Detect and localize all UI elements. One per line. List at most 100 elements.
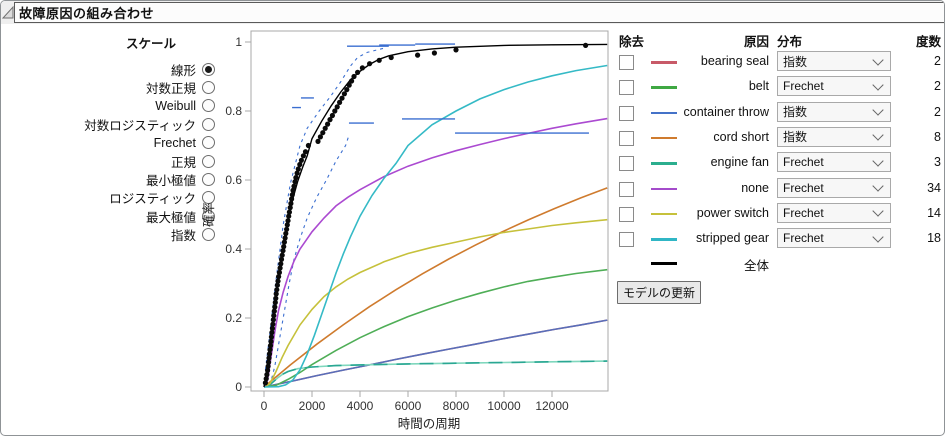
- data-point: [294, 170, 300, 176]
- remove-checkbox[interactable]: [619, 105, 634, 121]
- radio-icon[interactable]: [202, 191, 215, 205]
- data-point: [346, 82, 352, 88]
- scale-option-label: Weibull: [155, 98, 196, 113]
- data-point: [265, 367, 271, 373]
- data-point: [293, 175, 299, 181]
- scale-option-6[interactable]: 正規: [29, 152, 215, 170]
- scale-option-2[interactable]: 対数正規: [29, 78, 215, 96]
- scale-option-label: 対数ロジスティック: [84, 118, 196, 133]
- data-point: [305, 142, 311, 149]
- distribution-dropdown[interactable]: Frechet: [777, 228, 891, 249]
- cause-label: belt: [748, 79, 769, 94]
- scale-option-8[interactable]: ロジスティック: [29, 189, 215, 207]
- scale-option-1[interactable]: 線形: [29, 60, 215, 78]
- scale-option-9[interactable]: 最大極値: [29, 207, 215, 225]
- distribution-selected-value: Frechet: [783, 180, 824, 195]
- overall-row: 全体: [613, 254, 943, 279]
- radio-icon[interactable]: [202, 62, 215, 76]
- cause-label: none: [741, 180, 769, 195]
- scale-option-7[interactable]: 最小極値: [29, 170, 215, 188]
- data-point: [271, 313, 277, 319]
- remove-checkbox[interactable]: [619, 156, 634, 172]
- chevron-down-icon: [872, 155, 884, 167]
- distribution-dropdown[interactable]: 指数: [777, 101, 891, 122]
- probability-plot[interactable]: 0 0.2 0.4 0.6 0.8 1 0 2000 4000 6000 8000 10000 1200…: [201, 27, 631, 433]
- update-model-button[interactable]: モデルの更新: [617, 281, 702, 304]
- radio-icon[interactable]: [202, 99, 215, 113]
- count-value: 14: [927, 205, 941, 220]
- radio-icon[interactable]: [202, 209, 215, 223]
- radio-icon[interactable]: [202, 136, 215, 150]
- data-point: [263, 376, 269, 382]
- page-title: 故障原因の組み合わせ: [19, 6, 155, 21]
- distribution-dropdown[interactable]: 指数: [777, 51, 891, 71]
- data-point: [274, 282, 280, 288]
- cause-row-7: power switch Frechet 14: [613, 202, 943, 227]
- chevron-down-icon: [872, 230, 884, 243]
- distribution-selected-value: Frechet: [783, 205, 824, 220]
- radio-icon[interactable]: [202, 117, 215, 131]
- cause-row-5: engine fan Frechet 3: [613, 151, 943, 176]
- chevron-down-icon: [872, 180, 884, 192]
- data-point: [367, 61, 373, 67]
- data-point: [315, 138, 321, 144]
- x-tick-label: 6000: [395, 399, 422, 413]
- data-point: [431, 50, 437, 56]
- x-tick-label: 12000: [535, 399, 569, 413]
- cause-label: cord short: [713, 129, 769, 144]
- col-header-cause: 原因: [743, 35, 769, 49]
- distribution-selected-value: Frechet: [783, 231, 824, 246]
- remove-checkbox[interactable]: [619, 181, 634, 197]
- remove-checkbox[interactable]: [619, 130, 634, 146]
- distribution-selected-value: Frechet: [783, 79, 824, 94]
- data-point: [277, 265, 283, 271]
- data-point: [279, 252, 285, 258]
- remove-checkbox[interactable]: [619, 55, 634, 70]
- data-point: [272, 299, 278, 306]
- distribution-dropdown[interactable]: Frechet: [777, 177, 891, 198]
- data-point: [284, 226, 290, 232]
- data-point: [322, 125, 328, 131]
- cause-label: power switch: [696, 205, 769, 220]
- data-point: [290, 187, 296, 193]
- radio-icon[interactable]: [202, 81, 215, 95]
- distribution-dropdown[interactable]: 指数: [777, 126, 891, 147]
- data-point: [320, 130, 326, 136]
- distribution-dropdown[interactable]: Frechet: [777, 152, 891, 173]
- plot-area[interactable]: [262, 42, 608, 388]
- radio-icon[interactable]: [202, 154, 215, 168]
- remove-checkbox[interactable]: [619, 80, 634, 96]
- disclosure-triangle-icon[interactable]: [2, 5, 14, 20]
- y-tick-label: 0.6: [225, 173, 242, 187]
- series-belt: [263, 268, 608, 388]
- scale-option-5[interactable]: Frechet: [29, 134, 215, 152]
- scale-option-3[interactable]: Weibull: [29, 97, 215, 115]
- y-tick-label: 0.2: [225, 311, 242, 325]
- series-container-throw: [263, 319, 608, 388]
- col-header-distribution: 分布: [777, 35, 803, 49]
- data-point: [274, 287, 280, 293]
- data-point: [583, 42, 589, 48]
- scale-option-4[interactable]: 対数ロジスティック: [29, 115, 215, 133]
- data-point: [281, 244, 287, 250]
- radio-icon[interactable]: [202, 228, 215, 242]
- x-tick-label: 2000: [299, 399, 326, 413]
- cause-row-1: bearing seal 指数 2: [613, 50, 943, 75]
- data-point: [292, 179, 298, 185]
- remove-checkbox[interactable]: [619, 206, 634, 222]
- data-point: [269, 329, 275, 336]
- data-point: [270, 321, 276, 327]
- data-point: [266, 359, 272, 365]
- data-point: [281, 239, 287, 245]
- count-value: 2: [934, 104, 941, 119]
- data-point: [271, 308, 277, 314]
- distribution-dropdown[interactable]: Frechet: [777, 202, 891, 223]
- data-point: [273, 295, 279, 301]
- data-point: [344, 87, 350, 93]
- scale-panel-title: スケール: [125, 37, 176, 51]
- scale-option-10[interactable]: 指数: [29, 226, 215, 244]
- remove-checkbox[interactable]: [619, 232, 634, 248]
- count-value: 8: [934, 129, 941, 144]
- radio-icon[interactable]: [202, 173, 215, 187]
- distribution-dropdown[interactable]: Frechet: [777, 76, 891, 97]
